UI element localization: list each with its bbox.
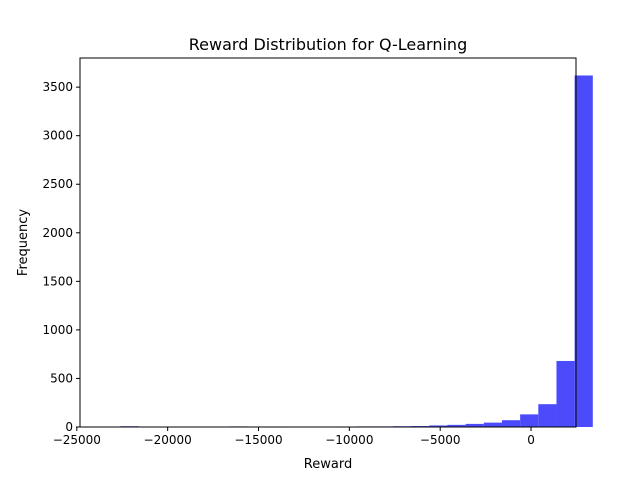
histogram-bar (483, 422, 502, 427)
y-tick-label: 2500 (42, 177, 73, 191)
y-axis-label: Frequency (16, 209, 31, 276)
x-axis-label: Reward (304, 457, 352, 472)
histogram-bar (574, 75, 593, 428)
histogram-bar (465, 423, 484, 427)
chart-title: Reward Distribution for Q-Learning (189, 35, 467, 54)
x-tick-label: −20000 (144, 433, 192, 447)
y-tick-label: 1000 (42, 323, 73, 337)
histogram-bar (538, 404, 557, 427)
histogram-bar (520, 414, 539, 427)
x-tick-label: −10000 (325, 433, 373, 447)
y-tick-label: 2000 (42, 226, 73, 240)
histogram-bar (556, 360, 575, 427)
y-tick-label: 3500 (42, 80, 73, 94)
y-tick-label: 1500 (42, 274, 73, 288)
histogram-bar (447, 424, 466, 427)
x-tick-label: −5000 (420, 433, 461, 447)
x-tick-label: 0 (527, 433, 535, 447)
y-tick-label: 0 (65, 420, 73, 434)
histogram-bar (501, 420, 521, 427)
histogram-bar (429, 425, 448, 427)
x-tick-label: −15000 (234, 433, 282, 447)
y-tick-label: 3000 (42, 129, 73, 143)
x-tick-label: −25000 (53, 433, 101, 447)
y-tick-label: 500 (50, 371, 73, 385)
axes-frame (79, 57, 577, 428)
axis-ticks: −25000 −20000 −15000 −10000 −5000 0 0 500 1000 15… (42, 80, 534, 447)
